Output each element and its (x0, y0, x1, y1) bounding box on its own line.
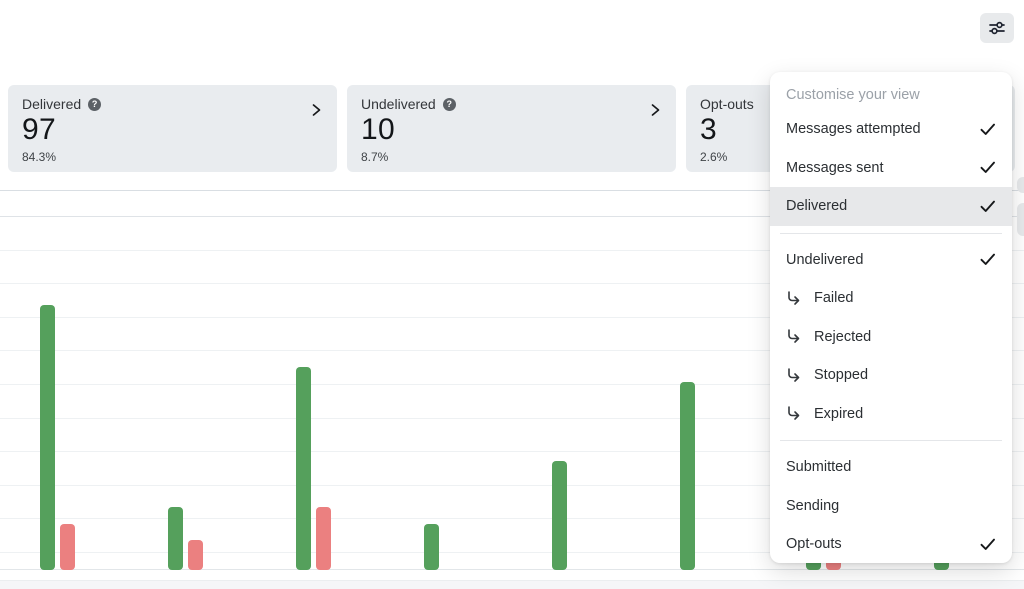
indent-arrow-icon (786, 406, 802, 421)
gridline (0, 283, 1024, 285)
filter-button[interactable] (980, 13, 1014, 43)
check-icon (980, 253, 996, 266)
dropdown-title: Customise your view (786, 87, 920, 103)
dropdown-item-sending[interactable]: Sending (770, 487, 1012, 526)
stat-card-percent: 8.7% (361, 150, 389, 164)
check-icon (980, 161, 996, 174)
bar-undelivered-group3[interactable] (316, 507, 331, 570)
gridline (0, 417, 1024, 419)
dropdown-item-expired[interactable]: Expired (770, 395, 1012, 434)
x-axis-line (0, 569, 1024, 570)
bar-delivered-group6[interactable] (680, 382, 695, 570)
indent-arrow-icon (786, 329, 802, 344)
gridline (0, 350, 1024, 352)
bar-undelivered-group1[interactable] (60, 524, 75, 570)
dropdown-item-label: Delivered (786, 198, 848, 215)
dropdown-item-messages-attempted[interactable]: Messages attempted (770, 110, 1012, 149)
dropdown-divider (780, 232, 1002, 234)
stat-card-value: 10 (361, 113, 395, 146)
dropdown-item-label: Opt-outs (786, 536, 842, 553)
clipped-ui-fragment (1017, 177, 1024, 193)
dropdown-item-label: Submitted (786, 459, 852, 476)
gridline (0, 384, 1024, 385)
gridline (0, 316, 1024, 318)
stat-card-label: Undelivered (361, 96, 436, 112)
gridline (0, 249, 1024, 251)
stat-card-undelivered[interactable]: Undelivered 10 8.7% (347, 85, 676, 172)
dropdown-item-opt-outs[interactable]: Opt-outs (770, 525, 1012, 564)
dropdown-item-failed[interactable]: Failed (770, 279, 1012, 318)
help-icon[interactable] (88, 97, 102, 111)
check-icon (980, 200, 996, 213)
dropdown-divider (780, 440, 1002, 441)
dropdown-item-label: Rejected (814, 328, 872, 345)
chevron-right-icon[interactable] (648, 103, 662, 122)
dropdown-item-label: Expired (814, 405, 864, 422)
dropdown-item-delivered[interactable]: Delivered (770, 187, 1012, 226)
dropdown-item-label: Messages sent (786, 159, 884, 176)
chevron-right-icon[interactable] (309, 103, 323, 122)
page-bottom-strip (0, 580, 1024, 589)
customise-view-dropdown: Customise your view Messages attempted Me… (770, 72, 1012, 563)
dropdown-item-undelivered[interactable]: Undelivered (770, 241, 1012, 280)
bar-delivered-group3[interactable] (296, 367, 311, 570)
indent-arrow-icon (786, 290, 802, 306)
dropdown-item-submitted[interactable]: Submitted (770, 448, 1012, 487)
clipped-ui-fragment (1017, 203, 1024, 236)
bar-delivered-group1[interactable] (40, 305, 55, 570)
gridline (0, 552, 1024, 553)
stat-card-label: Opt-outs (700, 96, 754, 112)
sliders-icon (988, 19, 1006, 37)
dropdown-item-label: Messages attempted (786, 121, 921, 138)
dropdown-item-rejected[interactable]: Rejected (770, 318, 1012, 357)
stat-card-percent: 2.6% (700, 150, 728, 164)
dropdown-item-messages-sent[interactable]: Messages sent (770, 149, 1012, 188)
help-icon[interactable] (442, 97, 456, 111)
bar-delivered-group5[interactable] (552, 461, 567, 570)
dropdown-item-stopped[interactable]: Stopped (770, 356, 1012, 395)
dropdown-item-label: Sending (786, 497, 840, 514)
gridline (0, 451, 1024, 453)
dropdown-item-label: Undelivered (786, 251, 864, 268)
indent-arrow-icon (786, 367, 802, 383)
gridline (0, 518, 1024, 520)
gridline (0, 216, 1024, 217)
bar-delivered-group2[interactable] (168, 507, 183, 570)
dropdown-item-label: Failed (814, 290, 854, 307)
check-icon (980, 123, 996, 136)
stat-card-label: Delivered (22, 96, 82, 112)
stat-card-percent: 84.3% (22, 150, 57, 164)
dropdown-item-label: Stopped (814, 367, 869, 384)
check-icon (980, 538, 996, 551)
stat-card-value: 3 (700, 113, 717, 146)
gridline (0, 484, 1024, 486)
stat-card-value: 97 (22, 113, 56, 146)
stat-card-delivered[interactable]: Delivered 97 84.3% (8, 85, 337, 172)
bar-delivered-group4[interactable] (424, 524, 439, 570)
bar-undelivered-group2[interactable] (188, 540, 203, 570)
